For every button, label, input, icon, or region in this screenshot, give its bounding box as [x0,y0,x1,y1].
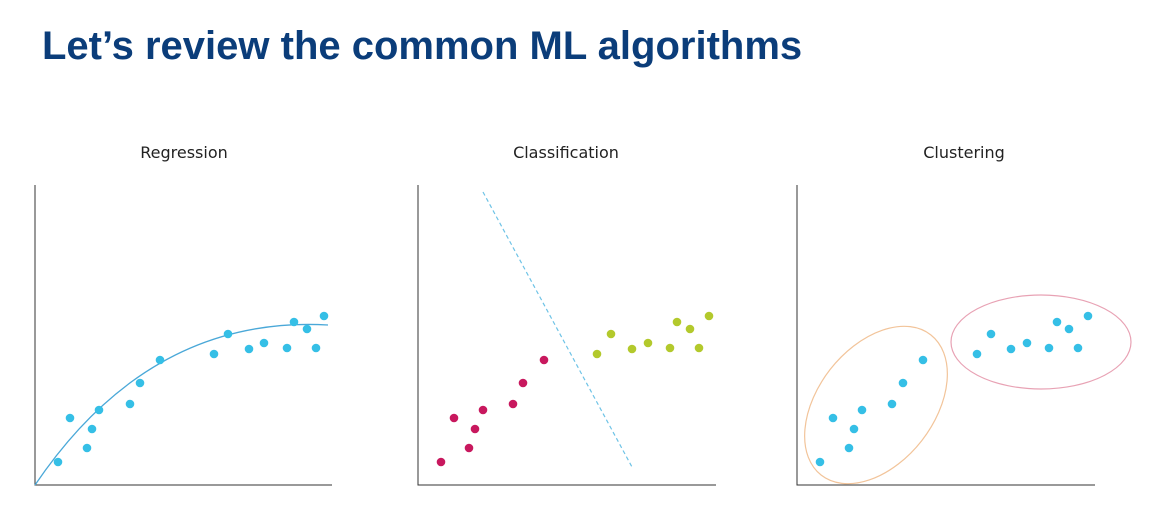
class-b-point [665,343,675,353]
class-a-point [470,424,480,434]
regression-point [244,344,254,354]
cluster-1-ellipse [804,325,948,485]
class-a-point [449,413,459,423]
regression-axes [34,185,332,486]
regression-point [302,324,312,334]
class-b-point [627,344,637,354]
cluster-2-point [1052,317,1062,327]
cluster-2-point [1006,344,1016,354]
regression-point [53,457,63,467]
classification-title: Classification [513,143,619,162]
class-b-point [685,324,695,334]
cluster-1-point [918,355,928,365]
class-a-point [508,399,518,409]
cluster-2-point [1044,343,1054,353]
clustering-title: Clustering [923,143,1005,162]
cluster-2-point [986,329,996,339]
cluster-1-point [844,443,854,453]
regression-point [319,311,329,321]
decision-boundary-line [482,191,633,468]
class-b-point [606,329,616,339]
regression-point [82,443,92,453]
cluster-1-point [849,424,859,434]
regression-curve [34,323,329,486]
class-b-point [672,317,682,327]
classification-panel [417,185,716,486]
cluster-1-point [828,413,838,423]
slide-title: Let’s review the common ML algorithms [42,24,803,68]
cluster-2-point [1083,311,1093,321]
clustering-points [815,311,1093,467]
class-b-point [704,311,714,321]
regression-point [311,343,321,353]
classification-axes [417,185,716,486]
class-b-point [643,338,653,348]
cluster-1-point [898,378,908,388]
regression-point [125,399,135,409]
class-b-point [592,349,602,359]
cluster-2-ellipse [950,294,1132,390]
regression-point [209,349,219,359]
regression-panel [34,185,332,486]
class-a-point [478,405,488,415]
regression-point [282,343,292,353]
clustering-panel [796,185,1132,486]
cluster-2-point [1073,343,1083,353]
cluster-2-point [1022,338,1032,348]
clustering-axes [796,185,1095,486]
cluster-1-point [857,405,867,415]
regression-point [94,405,104,415]
regression-point [259,338,269,348]
regression-points [53,311,329,467]
cluster-2-point [1064,324,1074,334]
class-a-point [518,378,528,388]
regression-point [135,378,145,388]
class-b-point [694,343,704,353]
class-a-point [464,443,474,453]
cluster-2-point [972,349,982,359]
class-a-point [436,457,446,467]
regression-point [65,413,75,423]
regression-point [87,424,97,434]
regression-point [155,355,165,365]
regression-title: Regression [140,143,228,162]
regression-point [289,317,299,327]
classification-points [436,311,714,467]
cluster-1-point [815,457,825,467]
regression-point [223,329,233,339]
class-a-point [539,355,549,365]
cluster-1-point [887,399,897,409]
